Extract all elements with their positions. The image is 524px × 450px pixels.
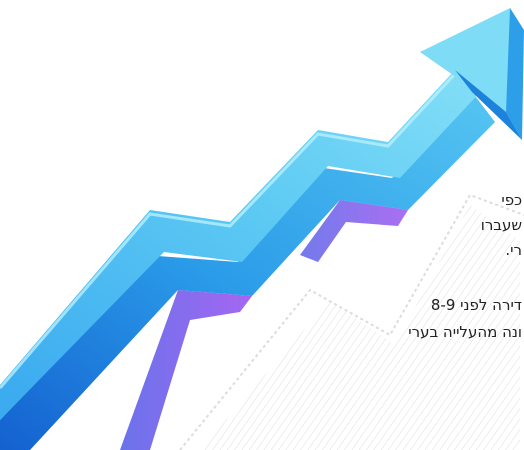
arrow-side-face: [0, 92, 495, 450]
arrow-head: [420, 8, 524, 140]
paragraph-1-line-3: רי.: [505, 241, 522, 259]
arrow-shadow-hatching: [179, 193, 524, 450]
paragraph-1-line-2: שעברו: [480, 216, 522, 234]
paragraph-2-line-1: דירה לפני 8-9: [430, 296, 522, 314]
paragraph-1-line-1: כפי: [501, 191, 522, 209]
paragraph-2-line-2: ונה מהעלייה בערי: [408, 323, 522, 341]
arrow-purple-accent: [120, 200, 408, 450]
arrow-top-face: [0, 10, 510, 420]
